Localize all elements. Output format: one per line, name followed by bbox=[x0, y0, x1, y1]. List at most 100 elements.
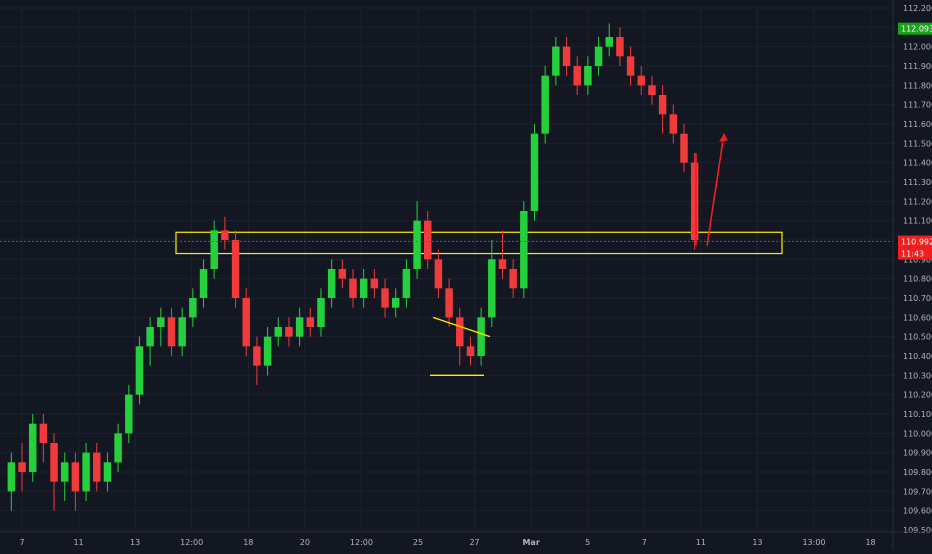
candle-body bbox=[295, 317, 304, 337]
candle-body bbox=[498, 259, 507, 269]
countdown-tag-text: 11:43 bbox=[901, 250, 924, 259]
candle-body bbox=[167, 317, 176, 347]
candle bbox=[39, 414, 48, 463]
candle bbox=[253, 336, 261, 385]
candle bbox=[456, 307, 464, 366]
candle-body bbox=[285, 327, 293, 337]
candle-body bbox=[349, 278, 357, 298]
support-zone-box bbox=[175, 231, 783, 255]
x-tick-label: 11 bbox=[73, 538, 83, 547]
candle-body bbox=[82, 452, 90, 492]
channel-line bbox=[432, 316, 491, 338]
candle-body bbox=[520, 211, 528, 289]
candle-body bbox=[327, 269, 336, 298]
candle-body bbox=[477, 317, 485, 356]
candle-body bbox=[146, 327, 154, 347]
y-tick-label: 111.600 bbox=[903, 120, 932, 129]
candle bbox=[327, 259, 336, 308]
candle bbox=[18, 443, 26, 492]
y-tick-label: 111.100 bbox=[903, 217, 932, 226]
candle bbox=[146, 317, 154, 366]
candle bbox=[584, 56, 592, 95]
y-tick-label: 110.700 bbox=[903, 294, 932, 303]
candle-body bbox=[242, 298, 250, 347]
candle bbox=[359, 269, 368, 308]
time-axis[interactable]: 7 11 13 12:00 18 20 12:00 25 27 Mar 5 7 11 13 13:00 18 bbox=[0, 531, 932, 547]
x-tick-label: Mar bbox=[522, 538, 539, 547]
candle-body bbox=[157, 317, 165, 327]
candle-body bbox=[253, 346, 261, 366]
candle bbox=[573, 56, 581, 95]
candles-layer bbox=[7, 23, 699, 511]
countdown-tag-bg bbox=[898, 247, 932, 260]
candle bbox=[93, 443, 101, 492]
y-tick-label: 110.500 bbox=[903, 333, 932, 342]
candle-body bbox=[28, 423, 37, 472]
candle-body bbox=[210, 230, 218, 269]
candle-body bbox=[658, 95, 667, 115]
candle bbox=[295, 307, 304, 347]
x-tick-label: 18 bbox=[243, 538, 253, 547]
candle-body bbox=[594, 46, 603, 66]
last-price-tag-text: 110.992 bbox=[901, 238, 932, 247]
candle-body bbox=[60, 462, 69, 482]
candle bbox=[82, 443, 90, 501]
candle bbox=[381, 278, 389, 318]
candle bbox=[466, 336, 475, 366]
countdown-tag: 11:43 bbox=[898, 247, 932, 260]
candle bbox=[509, 259, 517, 298]
candle bbox=[424, 211, 432, 269]
candle-body bbox=[509, 269, 517, 289]
candle bbox=[28, 414, 37, 482]
candle-body bbox=[573, 66, 581, 86]
candle-body bbox=[391, 298, 400, 308]
y-tick-label: 111.300 bbox=[903, 178, 932, 187]
candle-body bbox=[648, 85, 656, 95]
candle-body bbox=[381, 288, 389, 308]
x-tick-label: 13 bbox=[130, 538, 140, 547]
candle bbox=[690, 153, 699, 250]
candle bbox=[60, 452, 69, 501]
candle-body bbox=[552, 46, 560, 76]
y-tick-label: 110.200 bbox=[903, 391, 932, 400]
x-tick-label: 25 bbox=[413, 538, 423, 547]
candle bbox=[391, 288, 400, 318]
candle bbox=[349, 269, 357, 308]
candle bbox=[7, 452, 16, 511]
candle bbox=[157, 307, 165, 347]
candle bbox=[338, 259, 347, 289]
candle bbox=[680, 124, 688, 173]
candle-body bbox=[413, 220, 421, 269]
candle bbox=[135, 336, 144, 405]
candle bbox=[488, 240, 496, 327]
x-tick-label: 20 bbox=[300, 538, 310, 547]
candle-body bbox=[199, 269, 208, 298]
candle bbox=[648, 75, 656, 105]
candle bbox=[605, 23, 613, 57]
candle-body bbox=[39, 423, 48, 443]
candle bbox=[125, 385, 133, 443]
candle-body bbox=[488, 259, 496, 318]
candle bbox=[199, 259, 208, 308]
candle bbox=[669, 104, 678, 144]
high-price-tag-text: 112.093 bbox=[901, 25, 932, 34]
candle bbox=[317, 288, 325, 337]
y-tick-label: 112.200 bbox=[903, 4, 932, 13]
x-tick-label: 5 bbox=[585, 538, 590, 547]
candle bbox=[541, 66, 549, 144]
last-price-tag-bg bbox=[898, 235, 932, 248]
candle-body bbox=[71, 462, 80, 492]
candle-body bbox=[114, 433, 122, 463]
candle-body bbox=[359, 278, 368, 298]
candle bbox=[477, 307, 485, 366]
candle bbox=[445, 278, 453, 327]
candle-body bbox=[605, 37, 613, 47]
candle bbox=[616, 27, 624, 66]
candle bbox=[114, 423, 122, 472]
price-axis[interactable]: 109.500 109.600 109.700 109.800 109.900 110.0… bbox=[892, 0, 932, 550]
candle-body bbox=[178, 317, 186, 347]
candle-body bbox=[584, 66, 592, 86]
candle bbox=[552, 37, 560, 86]
